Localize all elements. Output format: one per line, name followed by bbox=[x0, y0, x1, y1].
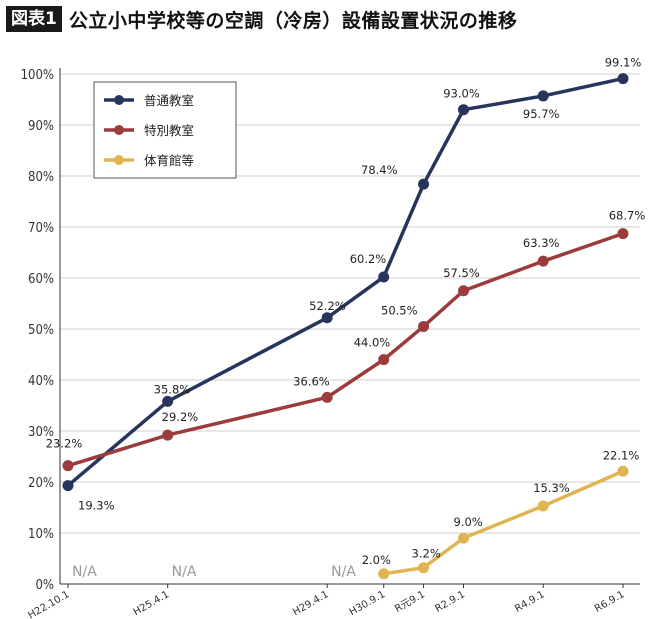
data-point bbox=[537, 500, 549, 512]
data-label: 36.6% bbox=[293, 374, 330, 388]
data-label: 15.3% bbox=[533, 481, 570, 495]
x-tick-label: R元9.1 bbox=[393, 589, 427, 615]
data-point bbox=[162, 395, 174, 407]
data-label: 19.3% bbox=[78, 499, 115, 513]
data-point bbox=[378, 271, 390, 283]
data-point bbox=[537, 255, 549, 267]
series-line bbox=[67, 231, 624, 468]
legend-swatch-marker bbox=[114, 125, 124, 135]
y-tick-label: 0% bbox=[35, 578, 54, 593]
chart-header: 図表1 公立小中学校等の空調（冷房）設備設置状況の推移 bbox=[6, 4, 517, 34]
figure-badge: 図表1 bbox=[6, 6, 62, 32]
data-point bbox=[62, 480, 74, 492]
series-line bbox=[66, 76, 624, 487]
data-label: 29.2% bbox=[162, 410, 199, 424]
y-tick-label: 30% bbox=[28, 425, 54, 440]
axes bbox=[59, 68, 640, 588]
y-tick-label: 90% bbox=[28, 119, 54, 134]
y-tick-label: 20% bbox=[28, 476, 54, 491]
data-label: 22.1% bbox=[603, 448, 640, 462]
data-label: 78.4% bbox=[361, 163, 398, 177]
legend-label: 普通教室 bbox=[144, 93, 194, 108]
y-axis-ticks: 0% 10% 20% 30% 40% 50% 60% 70% 80% 90% 100% bbox=[21, 68, 54, 593]
data-label: 60.2% bbox=[350, 252, 387, 266]
data-label: 44.0% bbox=[354, 336, 391, 350]
x-tick-label: H30.9.1 bbox=[348, 589, 388, 618]
data-label: 35.8% bbox=[154, 382, 191, 396]
na-label: N/A bbox=[331, 564, 356, 580]
legend-label: 特別教室 bbox=[144, 123, 194, 138]
legend-label: 体育館等 bbox=[144, 153, 194, 168]
y-tick-label: 40% bbox=[28, 374, 54, 389]
x-axis-ticks: H22.10.1 H25.4.1 H29.4.1 H30.9.1 R元9.1 R2.9.1… bbox=[26, 589, 626, 619]
x-tick-label: R4.9.1 bbox=[513, 589, 547, 615]
data-label: 95.7% bbox=[523, 107, 560, 121]
data-label: 2.0% bbox=[362, 553, 391, 567]
data-label: 68.7% bbox=[609, 209, 646, 223]
chart-title: 公立小中学校等の空調（冷房）設備設置状況の推移 bbox=[68, 9, 518, 32]
data-point bbox=[617, 465, 629, 477]
data-label: 57.5% bbox=[443, 266, 480, 280]
x-tick-label: R2.9.1 bbox=[433, 589, 467, 615]
data-label: 63.3% bbox=[523, 236, 560, 250]
data-point bbox=[418, 320, 430, 332]
y-tick-label: 10% bbox=[28, 527, 54, 542]
data-point bbox=[418, 178, 430, 190]
data-point bbox=[617, 228, 629, 240]
data-label: 3.2% bbox=[412, 547, 441, 561]
data-label: 99.1% bbox=[605, 56, 642, 70]
na-label: N/A bbox=[72, 564, 97, 580]
x-tick-label: H25.4.1 bbox=[132, 589, 172, 618]
data-label: 93.0% bbox=[443, 87, 480, 101]
data-label: 52.2% bbox=[309, 299, 346, 313]
x-tick-label: H29.4.1 bbox=[291, 589, 331, 618]
data-point bbox=[62, 460, 74, 472]
data-point bbox=[418, 562, 430, 574]
na-label: N/A bbox=[172, 564, 197, 580]
data-point bbox=[378, 568, 390, 580]
y-tick-label: 100% bbox=[21, 68, 54, 83]
x-tick-label: H22.10.1 bbox=[26, 589, 71, 619]
data-label: 23.2% bbox=[46, 437, 83, 451]
data-point bbox=[458, 104, 470, 116]
data-point bbox=[458, 532, 470, 544]
data-point bbox=[458, 285, 470, 297]
legend-swatch-marker bbox=[114, 155, 124, 165]
data-labels: 19.3% 35.8% 52.2% 60.2% 78.4% 93.0% 95.7% 99.1%… bbox=[46, 56, 646, 580]
data-label: 9.0% bbox=[454, 515, 483, 529]
data-point bbox=[162, 429, 174, 441]
y-tick-label: 70% bbox=[28, 221, 54, 236]
legend-swatch-marker bbox=[114, 95, 124, 105]
data-label: 50.5% bbox=[381, 303, 418, 317]
y-tick-label: 50% bbox=[28, 323, 54, 338]
x-tick-label: R6.9.1 bbox=[593, 589, 627, 615]
y-tick-label: 60% bbox=[28, 272, 54, 287]
data-point bbox=[321, 391, 333, 403]
y-tick-label: 80% bbox=[28, 170, 54, 185]
data-point bbox=[617, 73, 629, 85]
data-point bbox=[537, 90, 549, 102]
data-point bbox=[321, 312, 333, 324]
data-point bbox=[378, 354, 390, 366]
series-layer bbox=[62, 73, 629, 580]
